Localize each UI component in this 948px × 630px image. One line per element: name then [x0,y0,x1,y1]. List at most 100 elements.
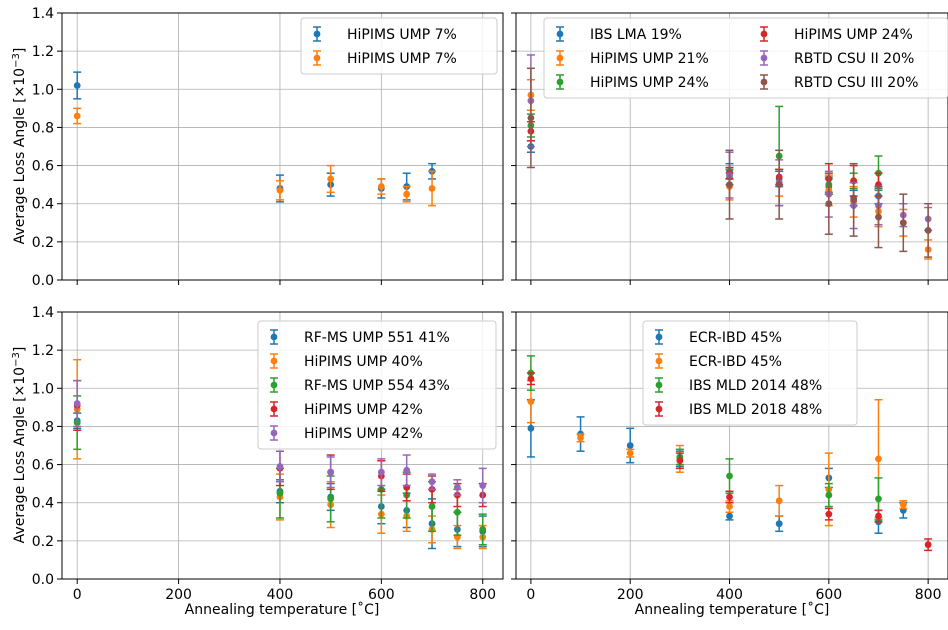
data-point [479,526,487,533]
data-point [428,503,436,510]
legend-entry: RF-MS UMP 554 43% [270,377,450,394]
data-point [428,478,436,486]
data-point [726,472,733,480]
data-point [276,186,284,194]
legend-box [642,320,858,426]
y-tick-label: 0.2 [32,235,54,251]
data-point [327,175,335,183]
legend-label: HiPIMS UMP 21% [590,51,709,67]
data-layer [73,358,487,550]
data-point [775,181,783,189]
data-point [726,493,733,501]
data-point [626,442,634,449]
data-point [577,434,584,442]
legend-label: IBS LMA 19% [590,27,682,43]
data-point [377,468,385,476]
x-tick-label: 400 [716,587,743,603]
data-point [73,400,81,407]
xlabel-left: Annealing temperature [˚C] [185,601,380,618]
legend-entry: HiPIMS UMP 24% [760,26,913,43]
data-point [527,375,535,383]
panel-bottom-left: 0.0 0.2 0.4 0.6 0.8 1.0 1.2 1.4 0 200 400 600 800 RF-… [32,305,504,603]
panel-frame [61,12,504,281]
legend-marker [313,30,321,38]
data-point [924,541,932,549]
y-tick-label: 0.4 [32,496,54,512]
panel-bottom-right: 0 200 400 600 800 ECR-IBD 45% ECR-IBD 45% IBS M… [511,311,948,603]
y-tick-label: 1.2 [32,44,54,60]
data-point [825,510,833,518]
legend-marker [270,357,278,365]
x-tick-label: 200 [617,587,644,603]
legend-entry: ECR-IBD 45% [655,329,782,346]
data-point [327,468,335,476]
series-4 [73,379,487,504]
legend-marker [760,30,768,38]
y-tick-label: 0.0 [32,273,54,289]
ylabel-top: Average Loss Angle [×10−3] [11,48,29,245]
data-point [403,190,411,198]
legend-marker [760,78,768,86]
data-point [850,196,858,204]
data-point [428,185,436,192]
legend-marker [556,30,564,38]
data-point [403,466,411,474]
legend-label: HiPIMS UMP 40% [304,354,423,370]
data-layer [526,54,933,260]
data-point [875,495,882,503]
data-point [875,213,882,221]
legend-entry: HiPIMS UMP 7% [313,26,457,43]
data-point [875,455,882,463]
legend: ECR-IBD 45% ECR-IBD 45% IBS MLD 2014 48% IB… [642,320,858,426]
y-tick-label: 1.4 [32,6,54,22]
legend-marker [760,54,768,62]
data-point [775,497,783,505]
legend-label: RBTD CSU II 20% [794,51,914,67]
data-point [676,457,684,465]
panel-top-right: IBS LMA 19% HiPIMS UMP 21% HiPIMS UMP 24% H… [511,12,948,285]
legend-marker [270,405,278,413]
panel-frame [515,12,948,281]
ylabel-bottom: Average Loss Angle [×10−3] [11,347,29,544]
data-point [924,227,932,234]
y-tick-label: 0.2 [32,534,54,550]
legend-entry: HiPIMS UMP 42% [270,401,423,418]
legend-entry: IBS MLD 2014 48% [655,377,822,394]
legend-entry: HiPIMS UMP 21% [556,50,709,67]
legend-marker [313,54,321,62]
y-tick-label: 0.4 [32,197,54,213]
y-tick-label: 0.6 [32,458,54,474]
y-tick-label: 1.0 [32,82,54,98]
y-tick-label: 1.0 [32,381,54,397]
legend-entry: RF-MS UMP 551 41% [270,329,450,346]
series-3 [526,372,933,552]
legend-box [543,17,948,99]
legend-label: ECR-IBD 45% [689,354,782,370]
data-layer [526,355,933,552]
legend-box [300,17,498,75]
data-point [899,219,907,227]
x-tick-label: 200 [165,587,192,603]
x-tick-label: 600 [368,587,395,603]
data-point [527,424,535,432]
x-tick-label: 400 [267,587,294,603]
legend-entry: HiPIMS UMP 42% [270,425,423,442]
legend-label: RBTD CSU III 20% [794,75,918,91]
data-point [73,82,81,89]
legend-entry: RBTD CSU II 20% [760,50,914,67]
data-point [73,112,81,120]
legend-marker [655,357,663,365]
legend-marker [655,405,663,413]
data-point [825,200,833,208]
legend: HiPIMS UMP 7% HiPIMS UMP 7% [300,17,498,75]
xlabel-right: Annealing temperature [˚C] [635,601,830,618]
data-point [875,512,882,520]
legend-entry: IBS LMA 19% [556,26,682,43]
legend-entry: HiPIMS UMP 7% [313,50,457,67]
legend: RF-MS UMP 551 41% HiPIMS UMP 40% RF-MS UMP… [257,320,497,450]
series-1 [73,107,437,207]
legend-entry: RBTD CSU III 20% [760,74,918,91]
